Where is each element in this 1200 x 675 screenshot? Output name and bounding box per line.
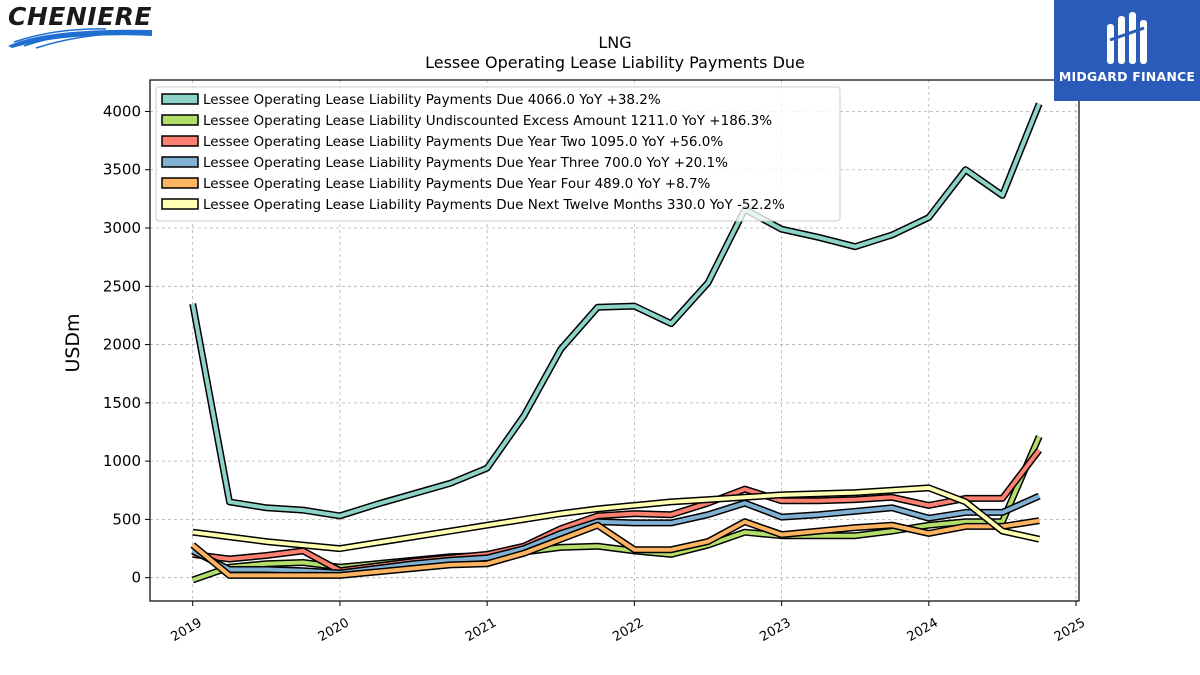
chart-title: LNG: [598, 33, 631, 52]
legend-swatch: [161, 198, 199, 210]
x-axis: 2019 2020 2021 2022 2023 2024 2025: [169, 601, 1088, 645]
x-tick-label: 2020: [316, 615, 352, 645]
legend-swatch: [161, 93, 199, 105]
legend-entry: Lessee Operating Lease Liability Payment…: [203, 197, 785, 213]
y-tick-label: 1500: [103, 394, 141, 412]
legend-swatch: [161, 156, 199, 168]
legend-entry: Lessee Operating Lease Liability Undisco…: [203, 113, 772, 129]
x-tick-label: 2024: [905, 615, 941, 645]
series-line: [191, 518, 1040, 578]
legend-swatch: [161, 135, 199, 147]
cheniere-swoosh-icon: [8, 28, 152, 49]
midgard-finance-logo: MIDGARD FINANCE: [1054, 0, 1200, 101]
series-line: [192, 448, 1041, 573]
x-tick-label: 2021: [463, 615, 499, 645]
cheniere-logo-text: CHENIERE: [8, 2, 152, 31]
series-3: [192, 447, 1042, 575]
midgard-logo-text: MIDGARD FINANCE: [1058, 69, 1196, 84]
x-tick-label: 2025: [1052, 615, 1088, 645]
plot-frame: [149, 79, 1080, 602]
y-tick-label: 2500: [103, 277, 141, 295]
x-tick-label: 2023: [757, 615, 793, 645]
y-axis-label: USDm: [62, 313, 84, 372]
y-tick-label: 500: [112, 510, 141, 528]
legend-entry: Lessee Operating Lease Liability Payment…: [203, 176, 711, 192]
y-axis: 0 500 1000 1500 2000 2500 3000 3500 4000: [103, 102, 150, 587]
legend-swatch: [161, 114, 199, 126]
y-tick-label: 3500: [103, 161, 141, 179]
x-tick-label: 2022: [610, 615, 646, 645]
legend-swatch: [161, 177, 199, 189]
series-6: [192, 484, 1040, 553]
series-5: [190, 517, 1040, 579]
series-1: [189, 102, 1043, 520]
legend-box: [155, 86, 841, 222]
y-tick-label: 3000: [103, 219, 141, 237]
cheniere-logo: CHENIERE: [6, 2, 156, 50]
midgard-emblem-icon: [1107, 12, 1147, 64]
y-tick-label: 4000: [103, 102, 141, 120]
legend-entry: Lessee Operating Lease Liability Payment…: [203, 134, 723, 150]
legend-entry: Lessee Operating Lease Liability Payment…: [203, 92, 661, 108]
series-line: [192, 485, 1040, 551]
x-tick-label: 2019: [169, 615, 205, 645]
series-line: [190, 103, 1042, 518]
series-layer: [189, 102, 1043, 584]
y-tick-label: 1000: [103, 452, 141, 470]
legend-entry: Lessee Operating Lease Liability Payment…: [203, 155, 728, 171]
y-tick-label: 0: [131, 569, 141, 587]
y-tick-label: 2000: [103, 336, 141, 354]
legend: Lessee Operating Lease Liability Payment…: [155, 86, 841, 222]
chart-subtitle: Lessee Operating Lease Liability Payment…: [425, 53, 805, 72]
